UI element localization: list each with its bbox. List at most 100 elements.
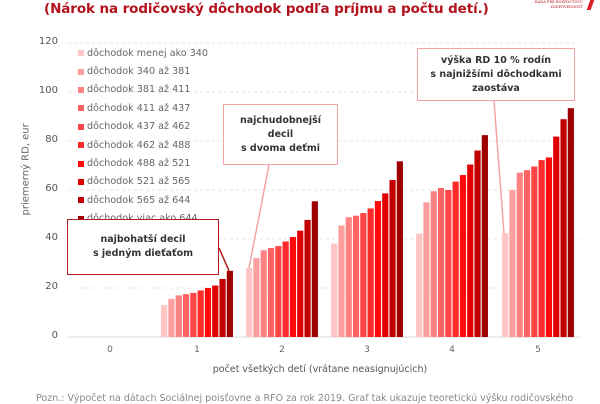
- bar: [560, 119, 567, 337]
- legend-item: dôchodok viac ako 644: [78, 210, 208, 228]
- logo: RADA PRE ROZPOČTOVÚ ZODPOVEDNOSŤ: [525, 0, 596, 12]
- legend-swatch-icon: [78, 215, 84, 222]
- bar: [459, 175, 467, 337]
- bar: [197, 290, 204, 337]
- bar: [416, 233, 423, 337]
- bar: [474, 150, 481, 337]
- bar: [226, 270, 233, 337]
- x-tick-label: 2: [279, 345, 285, 355]
- legend-item: dôchodok 565 až 644: [78, 191, 208, 209]
- legend-label: dôchodok 437 až 462: [87, 121, 191, 133]
- annotation-connector: [218, 247, 230, 272]
- chart-subtitle: (Nárok na rodičovský dôchodok podľa príj…: [44, 1, 489, 17]
- bar: [452, 181, 459, 337]
- bar: [289, 237, 297, 337]
- y-tick-label: 80: [45, 134, 58, 145]
- bar: [430, 191, 437, 337]
- bar: [267, 248, 275, 337]
- legend-swatch-icon: [78, 160, 84, 167]
- annotation-connector: [493, 100, 505, 234]
- logo-text-line1: RADA PRE ROZPOČTOVÚ: [535, 0, 583, 4]
- bar: [445, 190, 452, 337]
- bar: [523, 170, 531, 337]
- bar: [382, 193, 389, 337]
- x-tick-label: 0: [107, 345, 113, 355]
- legend-swatch-icon: [78, 178, 84, 185]
- bar: [553, 136, 560, 337]
- annotation-line: najbohatší decil: [100, 234, 186, 245]
- annotation-line: s najnižšími dôchodkami: [430, 68, 562, 80]
- legend-label: dôchodok menej ako 340: [87, 47, 209, 59]
- bar: [297, 230, 304, 337]
- annotation-line: najchudobnejší decil: [239, 114, 322, 140]
- bar: [481, 135, 488, 337]
- legend-item: dôchodok 521 až 565: [78, 173, 208, 191]
- logo-text: RADA PRE ROZPOČTOVÚ ZODPOVEDNOSŤ: [535, 0, 583, 9]
- bar: [538, 160, 545, 337]
- legend-label: dôchodok 411 až 437: [87, 102, 191, 114]
- annotation-lowest-pensions: výška RD 10 % rodín s najnižšími dôchodk…: [417, 48, 575, 101]
- legend-item: dôchodok 437 až 462: [78, 118, 208, 136]
- bar: [437, 188, 445, 337]
- legend-label: dôchodok 521 až 565: [87, 176, 191, 188]
- bar: [190, 292, 197, 337]
- legend-label: dôchodok 340 až 381: [87, 66, 191, 78]
- bar: [423, 202, 430, 337]
- bar: [246, 267, 253, 337]
- legend-item: dôchodok 411 až 437: [78, 99, 208, 117]
- bar: [345, 217, 352, 337]
- legend-item: dôchodok 462 až 488: [78, 136, 208, 154]
- bar: [175, 295, 182, 337]
- legend-label: dôchodok 381 až 411: [87, 84, 191, 96]
- bar: [311, 201, 318, 337]
- bar: [282, 241, 289, 337]
- annotation-line: zaostáva: [472, 82, 520, 94]
- bar: [275, 246, 282, 337]
- x-tick-label: 1: [194, 345, 200, 355]
- bar: [502, 233, 509, 337]
- annotation-poorest-decile: najchudobnejší decil s dvoma deťmi: [223, 104, 338, 165]
- logo-text-line2: ZODPOVEDNOSŤ: [550, 4, 583, 9]
- annotation-richest-decile: najbohatší decil s jedným dieťaťom: [67, 219, 219, 275]
- bar: [545, 157, 553, 337]
- chart-legend: dôchodok menej ako 340 dôchodok 340 až 38…: [78, 44, 208, 228]
- bar: [367, 208, 374, 337]
- legend-swatch-icon: [78, 197, 84, 204]
- legend-label: dôchodok 462 až 488: [87, 139, 191, 151]
- bar: [161, 305, 168, 337]
- bar: [304, 219, 311, 337]
- bar: [509, 190, 516, 337]
- bar: [331, 243, 338, 337]
- y-tick-label: 120: [38, 36, 58, 47]
- bar: [396, 161, 403, 337]
- legend-item: dôchodok menej ako 340: [78, 44, 208, 62]
- y-tick-label: 60: [45, 183, 58, 194]
- bar: [467, 164, 474, 337]
- y-tick-label: 40: [45, 232, 58, 243]
- legend-swatch-icon: [78, 105, 84, 112]
- annotation-line: s dvoma deťmi: [240, 142, 321, 154]
- annotation-line: s jedným dieťaťom: [92, 248, 194, 259]
- bar: [360, 213, 367, 337]
- y-tick-label: 0: [51, 330, 58, 341]
- bar: [352, 215, 360, 337]
- bar: [219, 278, 226, 337]
- legend-item: dôchodok 488 až 521: [78, 154, 208, 172]
- bar: [212, 285, 219, 337]
- legend-swatch-icon: [78, 50, 84, 57]
- annotation-connector: [248, 164, 270, 269]
- legend-swatch-icon: [78, 68, 84, 75]
- legend-label: dôchodok 488 až 521: [87, 158, 191, 170]
- bar: [516, 172, 523, 337]
- legend-swatch-icon: [78, 86, 84, 93]
- bar: [389, 179, 396, 337]
- bar: [567, 108, 574, 337]
- legend-label: dôchodok 565 až 644: [87, 194, 191, 206]
- y-tick-label: 20: [45, 281, 58, 292]
- annotation-line: výška RD 10 % rodín: [441, 54, 551, 66]
- bar: [253, 258, 260, 337]
- bar: [374, 201, 382, 337]
- x-axis-label: počet všetkých detí (vrátane neasignujúc…: [212, 364, 428, 375]
- bar: [531, 166, 538, 337]
